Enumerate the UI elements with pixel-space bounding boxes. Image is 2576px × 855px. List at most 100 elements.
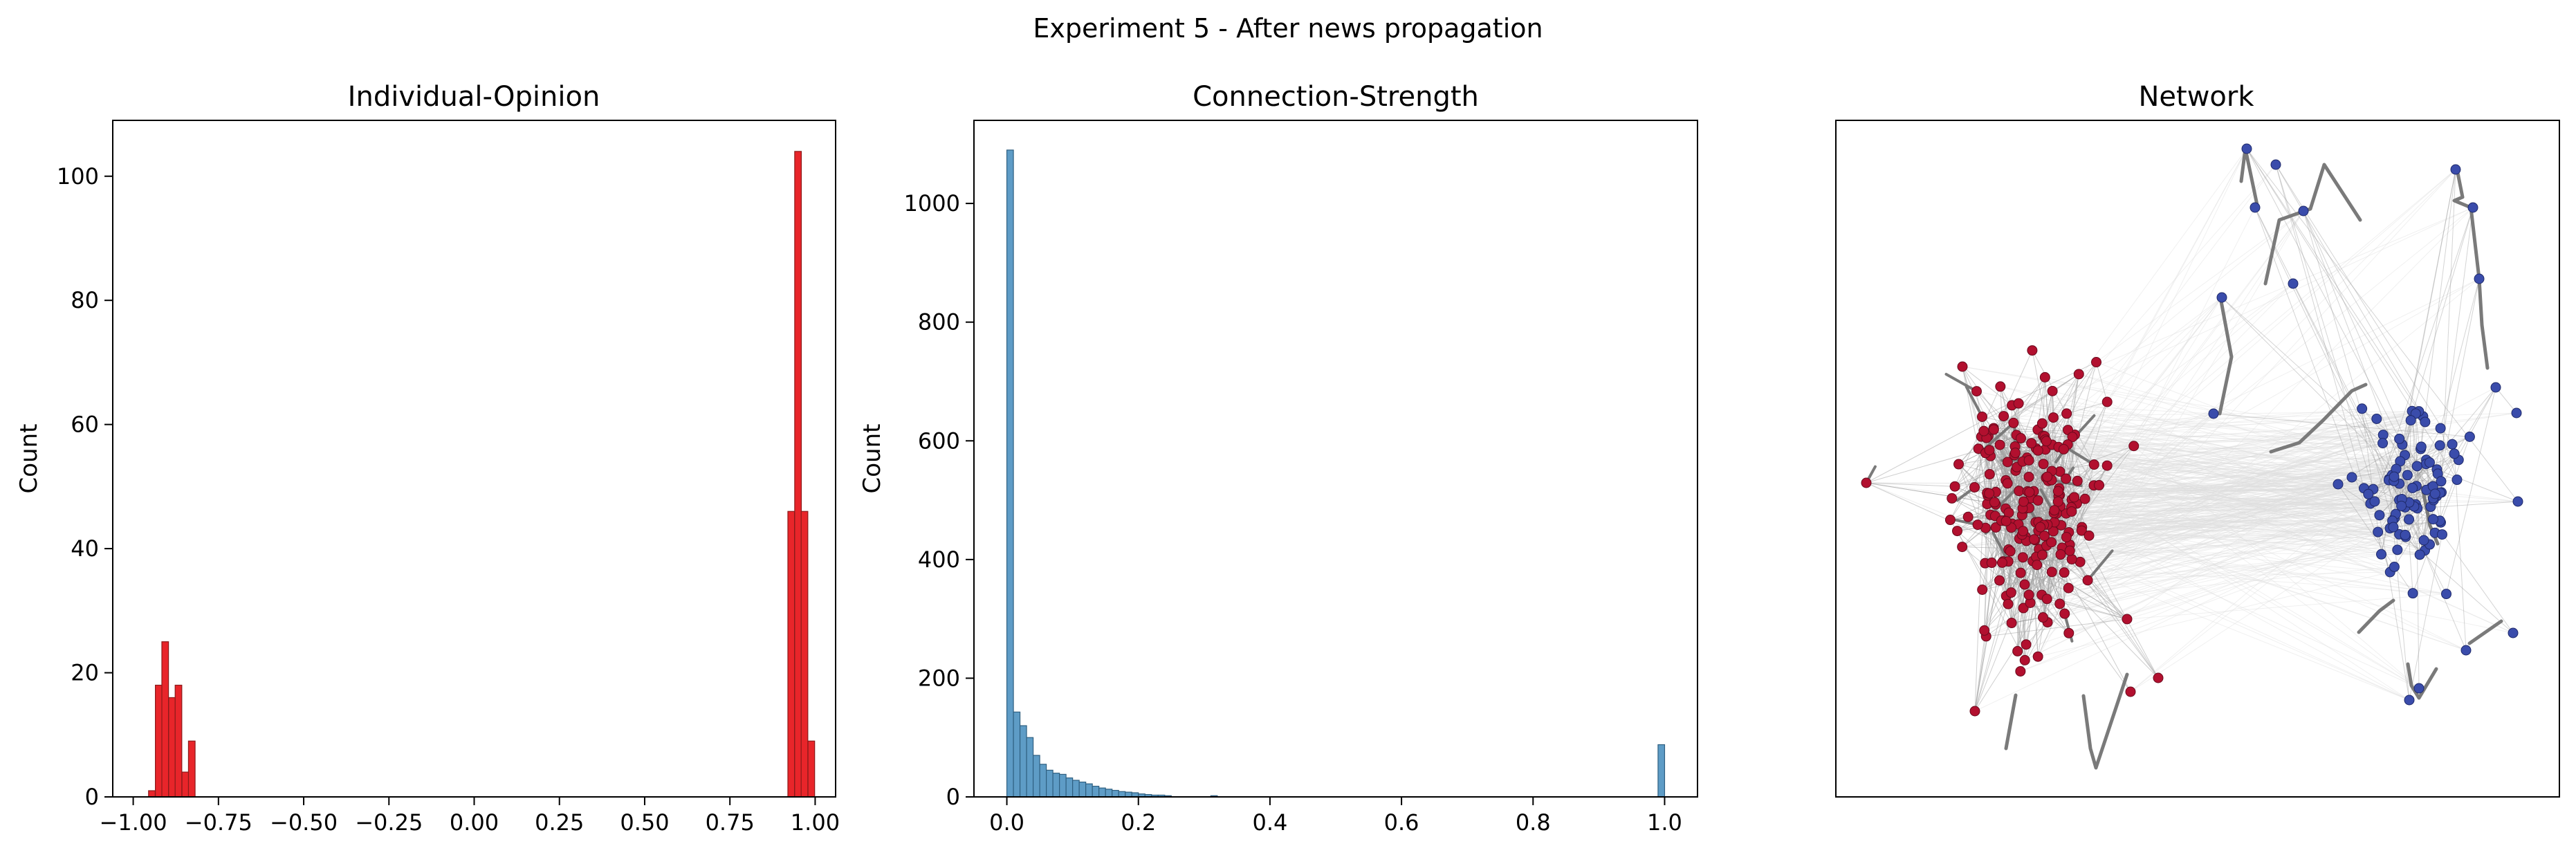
strength-bar: [1039, 764, 1047, 798]
network-edge: [2052, 470, 2393, 476]
network-edge: [2041, 555, 2043, 618]
network-node: [2424, 457, 2435, 468]
network-edge: [2080, 475, 2393, 562]
network-node: [2023, 589, 2034, 600]
network-edge: [2058, 446, 2425, 551]
network-edge: [2034, 443, 2453, 540]
network-edge: [2053, 493, 2368, 532]
network-node: [2451, 475, 2463, 486]
network-node: [1947, 493, 1958, 504]
network-edge: [2393, 526, 2514, 634]
network-edge: [2066, 448, 2421, 537]
opinion-bar: [807, 740, 816, 798]
network-edge: [2221, 297, 2383, 443]
network-edge: [2007, 416, 2423, 484]
network-strong-edge: [1989, 485, 2020, 517]
network-node: [2036, 418, 2048, 429]
network-edge: [2039, 499, 2400, 550]
network-node: [2029, 534, 2040, 545]
network-edge: [2025, 508, 2442, 535]
network-node: [2024, 486, 2035, 497]
network-node: [2002, 478, 2013, 489]
network-edge: [2042, 421, 2426, 555]
opinion-y-tick-label: 40: [71, 535, 99, 562]
network-edge: [2420, 169, 2456, 447]
network-edge: [2052, 444, 2371, 504]
strength-x-tick-label: 1.0: [1647, 809, 1682, 836]
network-node: [2388, 522, 2399, 533]
network-edge: [2024, 207, 2474, 661]
network-edge: [2003, 459, 2459, 562]
network-edge: [2011, 504, 2416, 594]
network-edge: [2130, 445, 2440, 692]
network-edge: [2395, 436, 2470, 470]
network-node: [1979, 625, 1990, 636]
network-edge: [2395, 468, 2514, 634]
network-edge: [2066, 413, 2383, 444]
network-edge: [2010, 487, 2413, 552]
network-edge: [2079, 374, 2418, 467]
opinion-bar: [787, 511, 795, 798]
opinion-plot-frame: [112, 120, 836, 798]
network-edge: [2060, 503, 2371, 507]
network-node: [2059, 608, 2070, 619]
network-edge: [2043, 169, 2456, 618]
strength-x-ticks: 0.0 0.2 0.4 0.6 0.8 1.0: [989, 797, 1682, 836]
network-node: [2396, 500, 2407, 511]
network-edge: [2084, 413, 2214, 499]
network-node: [1988, 424, 1999, 435]
network-node: [2414, 549, 2425, 560]
network-edge: [1954, 461, 2008, 487]
network-edge: [2440, 278, 2480, 429]
network-node: [1952, 526, 1963, 537]
network-edge: [2054, 513, 2447, 595]
network-node: [1949, 481, 1960, 492]
network-edge: [2028, 535, 2090, 596]
network-edge: [2416, 486, 2420, 689]
network-node: [2049, 505, 2060, 516]
network-edge: [2074, 434, 2397, 470]
network-edge: [2079, 374, 2436, 495]
network-edge: [2052, 443, 2453, 573]
network-node: [1998, 411, 2009, 422]
network-edge: [2096, 362, 2440, 493]
network-node: [2216, 292, 2227, 303]
network-edge: [2246, 148, 2519, 502]
network-edge: [2068, 430, 2421, 450]
network-edge: [2063, 448, 2467, 651]
opinion-y-label: Count: [15, 424, 43, 494]
network-edge: [2415, 413, 2431, 545]
network-edge: [1974, 433, 1987, 712]
network-edge: [2052, 534, 2406, 573]
network-edge: [2029, 410, 2413, 493]
network-edge: [2053, 502, 2409, 532]
network-edge: [2038, 443, 2383, 531]
network-node: [1984, 469, 1995, 480]
network-node: [2015, 665, 2026, 677]
network-edge: [2077, 411, 2419, 504]
network-node: [2039, 531, 2050, 542]
network-edge: [2070, 513, 2396, 545]
network-node: [2009, 448, 2021, 459]
network-node: [2512, 496, 2523, 507]
network-node: [2404, 695, 2415, 706]
network-edge: [2400, 461, 2432, 488]
strength-y-tick-label: 1000: [904, 190, 960, 217]
network-node: [2021, 639, 2032, 650]
network-edge: [2059, 471, 2400, 535]
network-node: [2061, 473, 2072, 484]
opinion-x-tick-label: 0.50: [620, 809, 669, 836]
network-node: [2041, 436, 2052, 447]
network-edge: [2045, 449, 2378, 533]
network-edge: [2022, 428, 2441, 535]
network-node: [2083, 530, 2095, 541]
network-edge: [2436, 469, 2519, 502]
network-edge: [2060, 532, 2436, 555]
network-node: [2032, 445, 2043, 456]
network-node: [2018, 603, 2029, 614]
network-node: [2449, 448, 2460, 459]
strength-bar: [1085, 783, 1093, 798]
network-node: [2073, 369, 2084, 380]
network-edge: [2046, 522, 2441, 546]
